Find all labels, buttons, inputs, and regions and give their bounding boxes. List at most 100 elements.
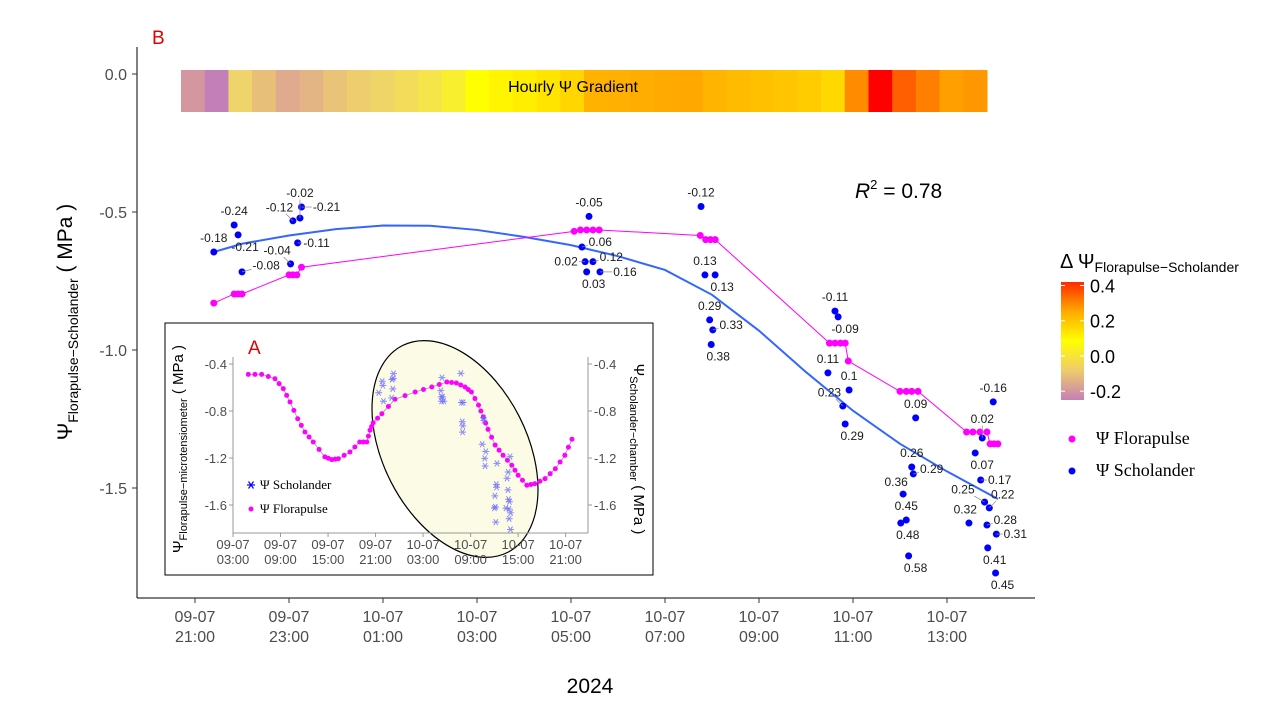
inset-florapulse-point (352, 444, 358, 450)
scholander-point (697, 202, 705, 210)
inset-florapulse-point (472, 396, 478, 402)
scholander-fit-line (213, 224, 999, 500)
scholander-point-label: 0.1 (841, 369, 858, 383)
inset-x-tick-date: 10-07 (501, 537, 534, 552)
heatmap-cell (323, 70, 348, 112)
florapulse-point (914, 387, 922, 395)
inset-florapulse-point (528, 481, 534, 487)
inset-right-y-sub: Scholander−chamber (627, 376, 639, 481)
x-tick-date: 10-07 (927, 609, 968, 626)
x-tick-time: 03:00 (457, 629, 497, 646)
y-axis-label-symbol: Ψ (54, 423, 77, 441)
heatmap-cell (275, 70, 301, 112)
scholander-point (984, 544, 992, 552)
florapulse-point (583, 226, 591, 234)
scholander-point-label: 0.29 (698, 299, 722, 313)
scholander-point-label: 0.29 (840, 429, 864, 443)
inset-florapulse-point (298, 422, 304, 428)
scholander-point-label: 0.02 (971, 412, 995, 426)
y-tick-label: -0.5 (99, 205, 127, 222)
series-legend: Ψ Florapulse Ψ Scholander (1068, 428, 1195, 480)
inset-scholander-asterisk (493, 460, 501, 467)
scholander-point-label: -0.18 (200, 231, 228, 245)
inset-florapulse-point (468, 389, 474, 395)
inset-florapulse-point (402, 393, 408, 399)
inset-scholander-asterisk (459, 428, 467, 436)
inset-left-y-unit: ( MPa ) (170, 345, 187, 398)
label-leader-line (913, 472, 920, 475)
scholander-point-label: -0.21 (313, 200, 341, 214)
heatmap-cell (963, 70, 988, 112)
heatmap-cell (726, 70, 751, 112)
scholander-point (841, 420, 849, 428)
florapulse-point (983, 428, 991, 436)
scholander-point-label: -0.02 (286, 186, 314, 200)
colorbar-ticks: 0.4 0.2 0.0 -0.2 (1061, 277, 1121, 402)
inset-scholander-asterisk (503, 475, 511, 482)
inset-florapulse-point (496, 447, 502, 453)
inset-x-tick-date: 10-07 (454, 537, 487, 552)
inset-scholander-asterisk (439, 393, 447, 401)
inset-x-tick-time: 15:00 (502, 552, 535, 567)
florapulse-point (570, 227, 578, 235)
inset-x-tick-time: 21:00 (359, 552, 392, 567)
inset-scholander-asterisk (482, 448, 490, 455)
florapulse-point (238, 290, 246, 298)
florapulse-point (826, 339, 833, 347)
panel-label-b: B (152, 28, 165, 49)
scholander-point (230, 221, 238, 229)
inset-florapulse-point (347, 449, 353, 455)
inset-x-tick-date: 09-07 (264, 537, 297, 552)
scholander-point-label: -0.09 (831, 322, 859, 336)
florapulse-point (963, 428, 971, 436)
x-ticks: 09-07 21:00 09-07 23:00 10-07 01:00 10-07 03:00… (175, 598, 968, 646)
inset-florapulse-point (512, 467, 518, 473)
scholander-point-label: 0.36 (884, 475, 908, 489)
inset-y-tick-label: -0.4 (205, 357, 227, 372)
heatmap-cell (773, 70, 798, 112)
inset-florapulse-point (420, 386, 426, 392)
inset-florapulse-point (360, 439, 366, 445)
inset-scholander-asterisk (438, 374, 446, 381)
inset-scholander-asterisk (457, 370, 465, 377)
scholander-point (897, 519, 905, 527)
label-leader-line (986, 523, 993, 526)
inset-florapulse-point (357, 439, 363, 445)
colorbar-legend: Δ ΨFlorapulse−Scholander 0.4 0.2 0.0 -0.2 (1060, 251, 1239, 402)
scholander-point (583, 268, 591, 276)
heatmap-cell (204, 70, 229, 112)
scholander-point (210, 248, 218, 256)
inset-florapulse-point (367, 427, 373, 433)
scholander-point-label: 0.11 (817, 352, 840, 366)
scholander-point-label: -0.04 (263, 243, 291, 257)
inset-right-y-symbol: Ψ (630, 364, 647, 377)
label-leader-line (592, 259, 599, 263)
scholander-point (701, 271, 709, 279)
scholander-point-label: -0.16 (980, 381, 1008, 395)
legend-scholander-label: Ψ Scholander (1096, 460, 1195, 480)
inset-florapulse-point (364, 439, 370, 445)
inset-right-tick-label: -1.2 (594, 451, 616, 466)
scholander-point-label: 0.31 (1004, 527, 1028, 541)
inset-florapulse-point (485, 426, 491, 432)
inset-scholander-asterisk (388, 394, 396, 402)
heatmap-cell (844, 70, 869, 112)
inset-right-tick-label: -0.4 (594, 357, 616, 372)
inset-scholander-asterisk (481, 455, 489, 462)
inset-scholander-asterisk (379, 397, 387, 405)
heatmap-cell (821, 70, 846, 112)
inset-florapulse-point (557, 459, 563, 465)
florapulse-point (976, 428, 984, 436)
inset-scholander-asterisk (440, 397, 448, 405)
florapulse-point (896, 387, 904, 395)
heatmap-cell (536, 70, 561, 112)
inset-florapulse-point (519, 477, 525, 483)
heatmap-cell (299, 70, 324, 112)
inset-scholander-asterisk (504, 486, 512, 494)
inset-florapulse-point (565, 444, 571, 450)
scholander-point (711, 271, 719, 279)
scholander-point-label: 0.13 (710, 280, 734, 294)
florapulse-point (711, 236, 719, 244)
point-labels: -0.18 -0.24 -0.21 -0.08-0.04 -0.12 -0.11 -0.02… (200, 185, 1027, 592)
